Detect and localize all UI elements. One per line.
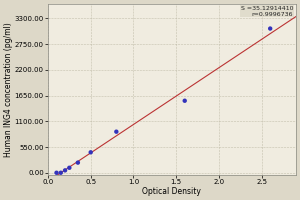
Point bbox=[114, 130, 119, 133]
Text: S =35.12914410
r=0.9996736: S =35.12914410 r=0.9996736 bbox=[241, 6, 293, 17]
Point bbox=[54, 171, 59, 174]
Point bbox=[268, 27, 273, 30]
Point bbox=[76, 161, 80, 164]
Point bbox=[88, 151, 93, 154]
Point bbox=[182, 99, 187, 102]
Point bbox=[63, 169, 68, 172]
X-axis label: Optical Density: Optical Density bbox=[142, 187, 201, 196]
Y-axis label: Human ING4 concentration (pg/ml): Human ING4 concentration (pg/ml) bbox=[4, 22, 13, 157]
Point bbox=[58, 171, 63, 174]
Point bbox=[67, 166, 72, 169]
